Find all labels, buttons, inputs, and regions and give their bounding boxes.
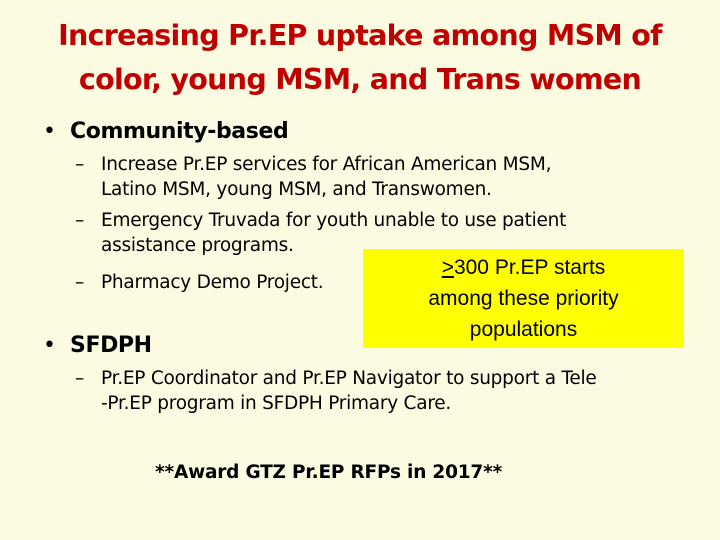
sub-item-pharmacy-demo: – Pharmacy Demo Project. <box>75 270 324 295</box>
sub-item-line: Increase Pr.EP services for African Amer… <box>101 154 552 175</box>
dash-symbol: – <box>75 154 84 175</box>
callout-line-2: among these priority <box>428 287 619 310</box>
sub-item-emergency-truvada: – Emergency Truvada for youth unable to … <box>75 208 567 258</box>
sub-item-line: Emergency Truvada for youth unable to us… <box>101 210 567 231</box>
sub-item-line: -Pr.EP program in SFDPH Primary Care. <box>101 393 452 414</box>
dash-symbol: – <box>75 210 84 231</box>
title-line-1: Increasing Pr.EP uptake among MSM of <box>58 19 662 52</box>
sub-item-line: Pharmacy Demo Project. <box>101 272 324 293</box>
bullet-community-based: • Community-based <box>43 118 289 146</box>
sub-item-prep-coordinator: – Pr.EP Coordinator and Pr.EP Navigator … <box>75 366 597 416</box>
award-note: **Award GTZ Pr.EP RFPs in 2017** <box>155 462 503 483</box>
bullet-symbol: • <box>43 333 56 358</box>
sub-item-line: Latino MSM, young MSM, and Transwomen. <box>101 179 492 200</box>
sub-item-increase-prep: – Increase Pr.EP services for African Am… <box>75 152 552 202</box>
greater-than-equal-symbol: > <box>441 256 454 279</box>
sub-item-line: Pr.EP Coordinator and Pr.EP Navigator to… <box>101 368 597 389</box>
callout-starts-text: 300 Pr.EP starts <box>453 256 606 279</box>
callout-line-1: >300 Pr.EP starts <box>363 252 684 283</box>
dash-symbol: – <box>75 368 84 389</box>
dash-symbol: – <box>75 272 84 293</box>
callout-box: >300 Pr.EP starts among these priority p… <box>363 249 684 348</box>
slide-title: Increasing Pr.EP uptake among MSM of col… <box>40 14 680 102</box>
sub-item-line: assistance programs. <box>101 235 294 256</box>
bullet-label: SFDPH <box>70 333 152 358</box>
callout-line-3: populations <box>469 318 578 341</box>
title-line-2: color, young MSM, and Trans women <box>78 63 642 96</box>
bullet-label: Community-based <box>70 119 289 144</box>
bullet-sfdph: • SFDPH <box>43 332 152 360</box>
bullet-symbol: • <box>43 119 56 144</box>
